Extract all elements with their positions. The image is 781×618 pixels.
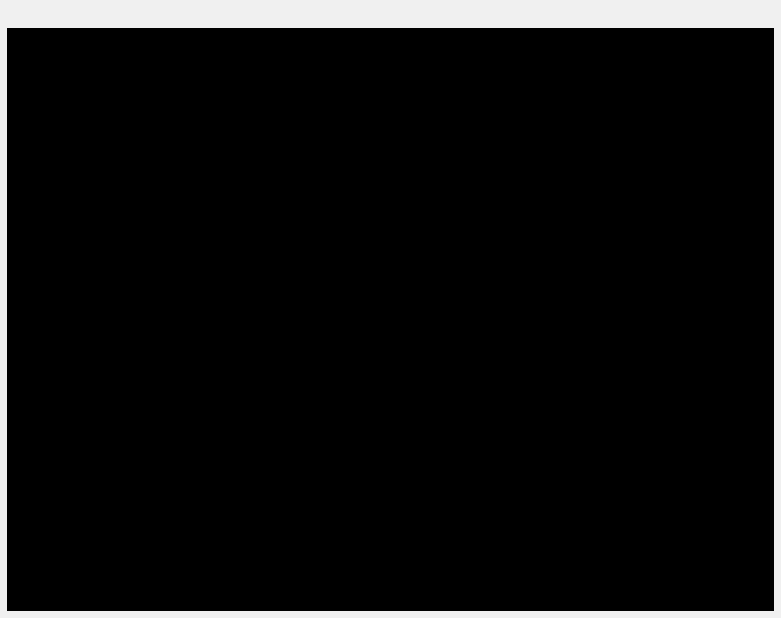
word-cloud [7,28,774,611]
word-cloud-svg [7,28,774,611]
